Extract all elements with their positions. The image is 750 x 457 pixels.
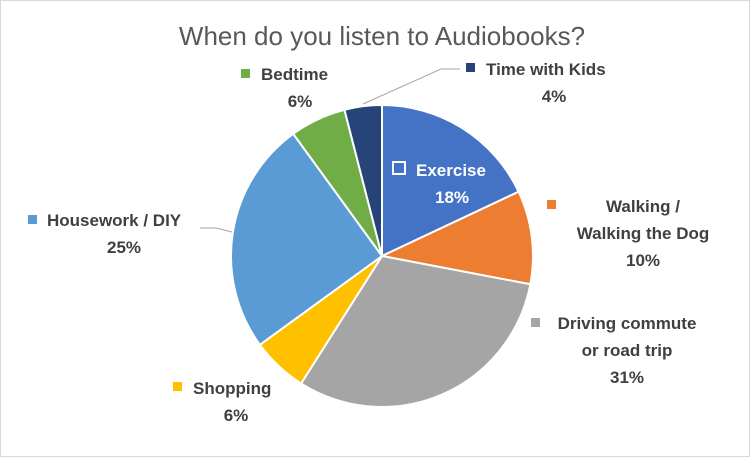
label-shopping-pct: 6% — [224, 406, 249, 425]
pie-slice-walking-walking-the-dog — [378, 190, 534, 286]
label-exercise: Exercise 18% — [392, 161, 486, 207]
label-time-with-kids-pct: 4% — [542, 87, 567, 106]
chart-title: When do you listen to Audiobooks? — [179, 21, 585, 51]
label-shopping: Shopping 6% — [173, 379, 271, 425]
label-driving: Driving commute or road trip 31% — [531, 314, 696, 387]
label-exercise-name: Exercise — [416, 161, 486, 180]
legend-key-shopping — [173, 382, 182, 391]
label-housework: Housework / DIY 25% — [28, 211, 182, 257]
label-driving-pct: 31% — [610, 368, 644, 387]
label-walking-line2: Walking the Dog — [577, 224, 710, 243]
leader-line-housework — [200, 227, 233, 233]
label-bedtime: Bedtime 6% — [241, 65, 328, 111]
legend-key-walking — [547, 200, 556, 209]
pie-slice-housework-diy — [230, 132, 384, 347]
label-shopping-name: Shopping — [193, 379, 271, 398]
label-exercise-pct: 18% — [435, 188, 469, 207]
pie-slice-time-with-kids — [343, 103, 383, 257]
label-walking: Walking / Walking the Dog 10% — [547, 197, 709, 270]
pie-slices — [230, 103, 534, 408]
label-time-with-kids-name: Time with Kids — [486, 60, 606, 79]
label-driving-line1: Driving commute — [558, 314, 697, 333]
legend-key-time-with-kids — [466, 63, 475, 72]
label-walking-pct: 10% — [626, 251, 660, 270]
leader-line-time-with-kids — [362, 68, 460, 105]
pie-slice-exercise — [381, 103, 520, 258]
label-time-with-kids: Time with Kids 4% — [466, 60, 606, 106]
legend-key-driving — [531, 318, 540, 327]
label-driving-line2: or road trip — [582, 341, 673, 360]
legend-key-exercise — [392, 161, 406, 175]
label-walking-line1: Walking / — [606, 197, 680, 216]
label-bedtime-name: Bedtime — [261, 65, 328, 84]
label-bedtime-pct: 6% — [288, 92, 313, 111]
label-housework-pct: 25% — [107, 238, 141, 257]
legend-key-bedtime — [241, 69, 250, 78]
label-housework-name: Housework / DIY — [47, 211, 182, 230]
legend-key-housework — [28, 215, 37, 224]
